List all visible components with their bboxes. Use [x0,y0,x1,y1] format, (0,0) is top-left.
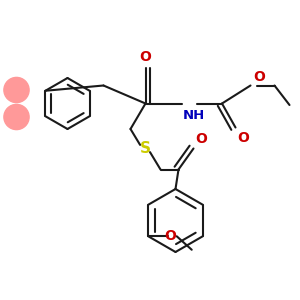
Text: O: O [140,50,152,64]
Circle shape [4,104,29,130]
Text: O: O [253,70,265,84]
Text: O: O [164,229,176,243]
Circle shape [4,77,29,103]
Text: O: O [195,131,207,146]
Text: S: S [140,141,151,156]
Text: NH: NH [183,109,205,122]
Text: O: O [237,130,249,145]
